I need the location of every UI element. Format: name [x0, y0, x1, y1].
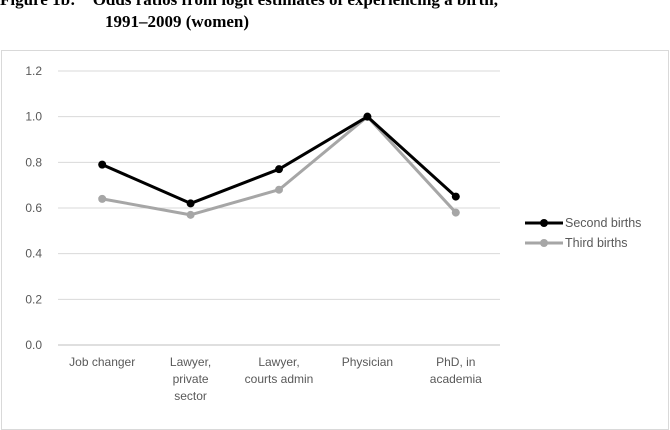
x-tick-label: Lawyer, — [170, 355, 211, 369]
y-tick-label: 1.0 — [25, 110, 42, 124]
x-tick-label: Job changer — [69, 355, 135, 369]
data-point — [275, 165, 283, 174]
x-tick-label: Lawyer, — [258, 355, 299, 369]
y-tick-label: 0.8 — [25, 155, 42, 169]
data-point — [186, 210, 195, 219]
data-point — [186, 199, 195, 208]
y-tick-label: 0.0 — [25, 338, 42, 352]
x-tick-label: academia — [430, 372, 482, 386]
chart-title-line1: Figure 1b: Odds ratios from logit estima… — [0, 0, 498, 10]
data-point — [363, 112, 372, 121]
legend-label: Second births — [565, 216, 641, 230]
data-point — [98, 160, 107, 169]
x-tick-label: sector — [174, 389, 207, 403]
legend-label: Third births — [565, 236, 628, 250]
chart-title-line2: 1991–2009 (women) — [105, 12, 250, 31]
y-tick-label: 0.6 — [25, 201, 42, 215]
data-point — [98, 194, 107, 203]
data-point — [275, 185, 283, 194]
x-tick-label: private — [173, 372, 209, 386]
legend-marker — [540, 239, 548, 247]
x-tick-label: PhD, in — [436, 355, 475, 369]
y-tick-label: 1.2 — [25, 64, 42, 78]
y-tick-label: 0.4 — [25, 247, 42, 261]
y-tick-label: 0.2 — [25, 292, 42, 306]
data-point — [451, 192, 460, 201]
x-tick-label: Physician — [342, 355, 393, 369]
chart-frame — [1, 50, 669, 430]
data-point — [451, 208, 460, 217]
x-tick-label: courts admin — [245, 372, 314, 386]
legend-marker — [540, 219, 548, 227]
